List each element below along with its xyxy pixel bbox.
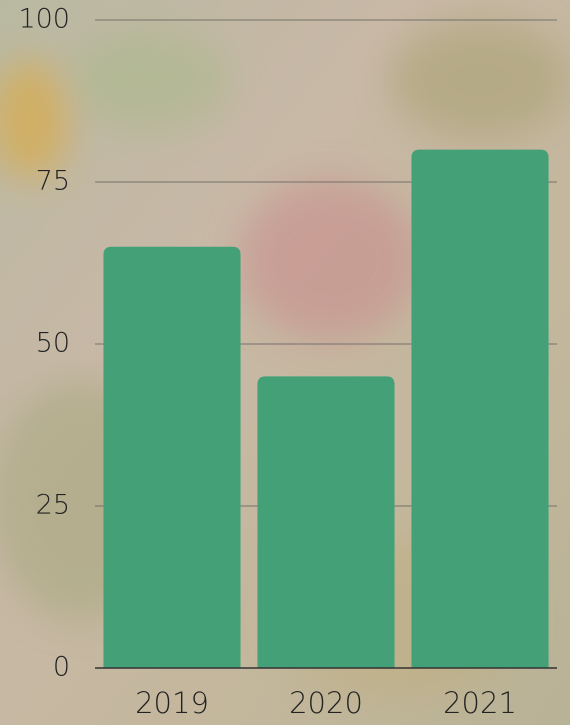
x-tick-label: 2019 xyxy=(135,686,209,720)
bar xyxy=(257,376,395,668)
bar xyxy=(103,246,241,669)
y-tick-label: 0 xyxy=(53,652,70,683)
y-tick-label: 25 xyxy=(36,490,70,521)
y-tick-label: 100 xyxy=(18,4,70,35)
y-tick-label: 75 xyxy=(36,166,70,197)
y-tick-label: 50 xyxy=(36,328,70,359)
bar xyxy=(411,149,549,669)
x-tick-label: 2021 xyxy=(443,686,517,720)
x-tick-label: 2020 xyxy=(289,686,363,720)
